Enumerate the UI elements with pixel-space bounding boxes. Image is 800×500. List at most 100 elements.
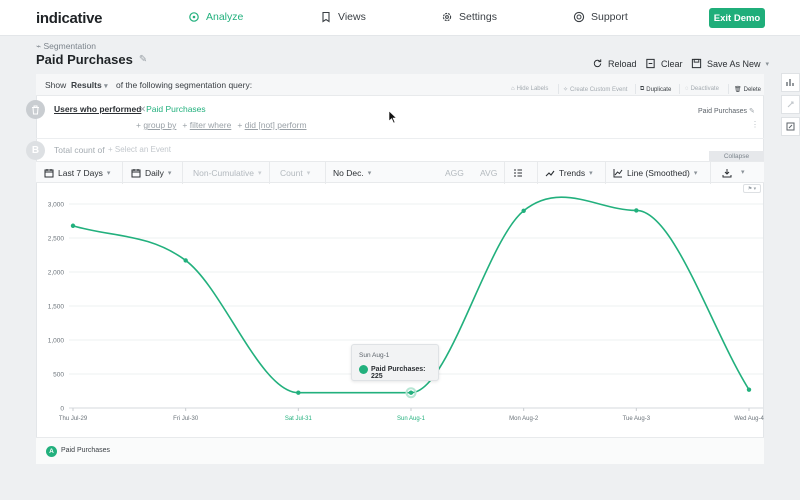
x-tick-label: Tue Aug-3 [623,416,651,422]
edit-title-icon[interactable]: ✎ [138,54,148,65]
exit-demo-button[interactable]: Exit Demo [709,8,765,28]
query-a-name-text: Paid Purchases [698,108,748,115]
support-icon [573,11,585,23]
divider [605,162,606,184]
collapse-button[interactable]: Collapse [709,151,764,161]
cumulative-label: Non-Cumulative [193,168,254,178]
nav-support-label: Support [591,11,628,23]
query-a-label-text: Users who performed [54,104,142,114]
deactivate-button[interactable]: ◌ Deactivate [685,86,719,92]
show-label: Show [45,80,67,90]
analyze-icon [189,12,199,22]
logo[interactable]: indicative [36,10,103,27]
agg-button[interactable]: AGG [445,168,464,178]
y-tick-label: 2,000 [48,270,65,277]
interval-dropdown[interactable]: Daily ▾ [131,168,171,178]
y-tick-label: 3,000 [48,202,65,209]
divider [537,162,538,184]
remove-event-icon[interactable]: ✕ [139,104,147,114]
toolbar-more-dropdown[interactable]: ▾ [741,168,745,176]
legend-label[interactable]: Paid Purchases [61,447,111,454]
results-dropdown-label: Results [71,80,102,90]
create-custom-event-button[interactable]: ✧ Create Custom Event [563,86,628,94]
data-point [634,208,639,213]
trend-icon [545,170,555,177]
nav-analyze[interactable]: Analyze [188,11,243,23]
chevron-down-icon: ▾ [765,60,770,68]
side-chart-button[interactable] [781,73,800,92]
select-event-input[interactable]: + Select an Event [108,145,171,154]
nav-support[interactable]: Support [573,11,628,23]
y-tick-label: 0 [60,406,64,413]
query-a-name[interactable]: Paid Purchases ✎ [698,107,755,115]
trash-icon: 🗑 [734,87,742,93]
drag-handle-icon[interactable]: ⋮ [751,120,759,129]
decimals-label: No Dec. [333,168,364,178]
mouse-cursor-icon [389,111,397,123]
delete-query-icon[interactable] [26,100,45,119]
divider [710,162,711,184]
hide-labels-label: Hide Labels [516,86,549,92]
group-by-label: group by [143,120,177,130]
line-chart: 0 500 1,000 1,500 2,000 2,500 3,000 Thu Jul-29 F… [48,196,764,422]
calendar-icon [44,169,54,178]
delete-button[interactable]: 🗑 Delete [734,86,761,94]
gear-icon [442,12,452,22]
chart-toolbar: Last 7 Days ▾ Daily ▾ Non-Cumulative ▾ C… [36,161,764,184]
measure-dropdown[interactable]: Count ▾ [280,168,310,178]
results-dropdown[interactable]: Results ▾ [71,80,108,90]
reload-button[interactable]: Reload [592,58,637,69]
chevron-down-icon: ▾ [104,83,108,90]
pencil-icon[interactable]: ✎ [748,108,755,115]
query-a-event[interactable]: ✕Paid Purchases [139,104,206,115]
trends-label: Trends [559,168,586,178]
decimals-dropdown[interactable]: No Dec. ▾ [333,168,371,178]
create-custom-event-label: Create Custom Event [570,86,628,93]
data-point [521,208,526,213]
save-as-new-button[interactable]: Save As New ▾ [691,58,769,69]
divider [182,162,183,184]
did-not-perform-label: did [not] perform [244,120,307,130]
avg-button[interactable]: AVG [480,168,498,178]
chevron-down-icon: ▾ [306,170,311,177]
trends-dropdown[interactable]: Trends ▾ [545,168,593,178]
link-icon [787,101,794,108]
date-range-dropdown[interactable]: Last 7 Days ▾ [44,168,110,178]
chevron-down-icon: ▾ [367,170,372,177]
query-links: + group by + filter where + did [not] pe… [136,120,307,130]
y-tick-label: 1,000 [48,338,65,345]
group-by-link[interactable]: + group by [136,120,177,130]
side-edit-button[interactable] [781,117,800,136]
trash-icon [32,105,39,114]
query-a-label[interactable]: Users who performed [54,104,141,114]
nav-views[interactable]: Views [320,11,366,23]
hide-labels-button[interactable]: ⌂ Hide Labels [511,86,548,92]
divider [679,84,680,94]
reload-label: Reload [608,58,637,69]
clear-button[interactable]: Clear [645,58,683,69]
filter-where-label: filter where [189,120,232,130]
nav-settings[interactable]: Settings [441,11,497,23]
legend-badge: A [46,446,57,457]
divider [504,162,505,184]
did-not-perform-link[interactable]: + did [not] perform [237,120,307,130]
legend: A Paid Purchases [36,437,764,464]
series-list-button[interactable] [513,168,523,178]
download-icon [722,169,732,178]
chart-type-dropdown[interactable]: Line (Smoothed) ▾ [613,168,697,178]
tag-icon: ⌂ [511,86,515,92]
sparkle-icon: ✧ [563,87,569,93]
divider [635,84,636,94]
duplicate-button[interactable]: ⧉ Duplicate [640,86,671,93]
filter-where-link[interactable]: + filter where [182,120,232,130]
download-button[interactable] [722,168,732,178]
annotation-flag-button[interactable]: ⚑ ▾ [743,184,761,193]
top-navigation: indicative Analyze Views Settings Suppor… [0,0,800,36]
breadcrumb[interactable]: ⌁ Segmentation [36,41,96,51]
x-tick-label: Fri Jul-30 [173,416,199,422]
cumulative-dropdown[interactable]: Non-Cumulative ▾ [193,168,261,178]
interval-label: Daily [145,168,164,178]
side-link-button[interactable] [781,95,800,114]
deactivate-label: Deactivate [690,86,719,92]
divider [728,84,729,94]
